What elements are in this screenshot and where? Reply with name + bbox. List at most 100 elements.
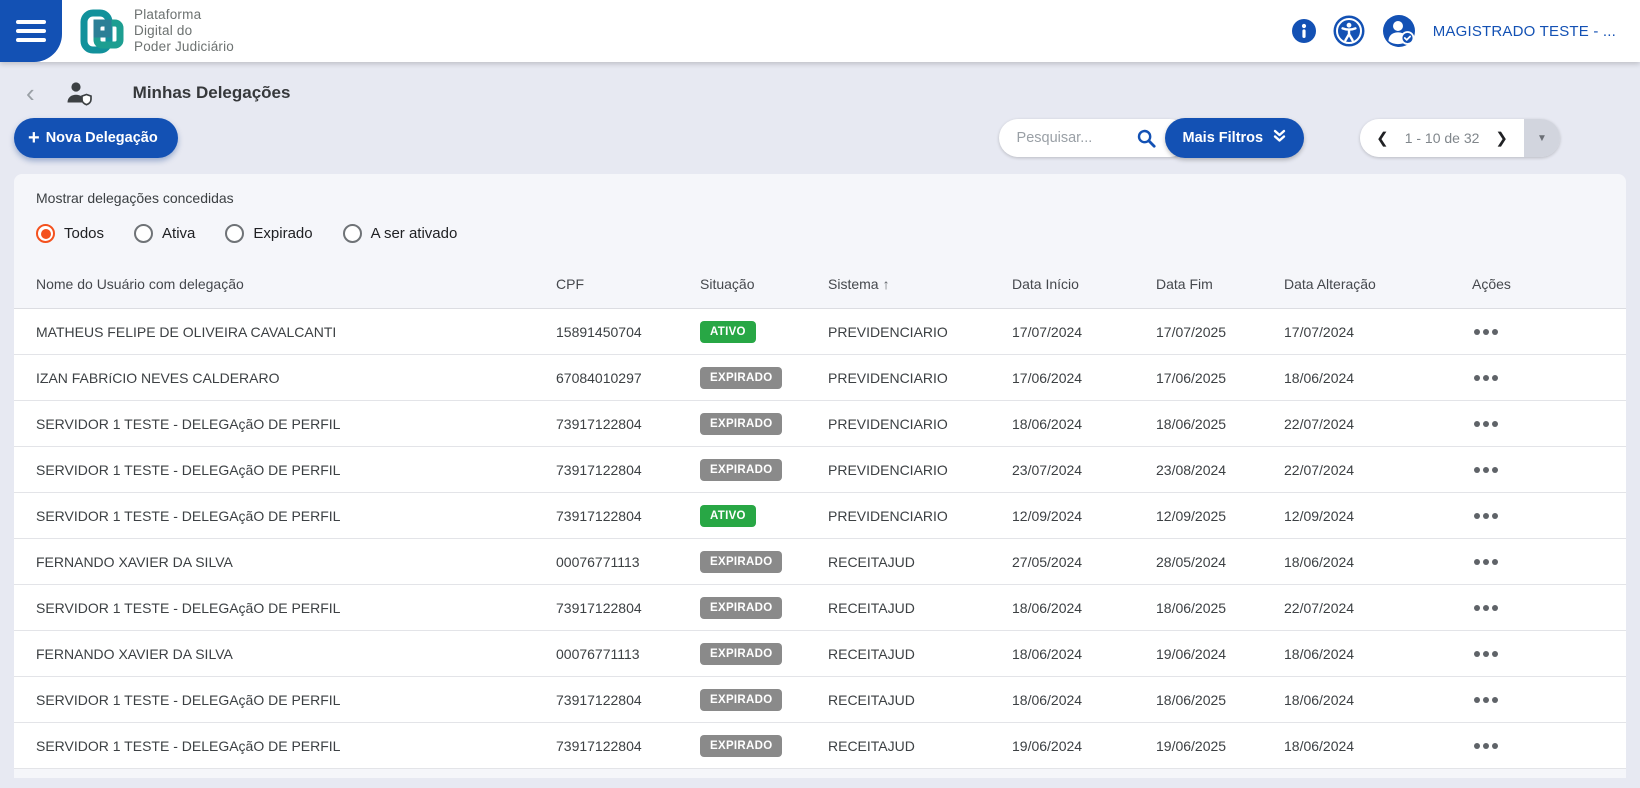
cell-cpf: 00076771113 [556,645,640,662]
cell-user-name: SERVIDOR 1 TESTE - DELEGAçãO DE PERFIL [36,415,341,432]
radio-option-label: A ser ativado [370,225,458,242]
row-actions-menu-icon[interactable] [1472,599,1500,617]
column-header-changed-date[interactable]: Data Alteração [1284,275,1376,292]
row-actions-menu-icon[interactable] [1472,553,1500,571]
row-actions-menu-icon[interactable] [1472,323,1500,341]
column-header-cpf[interactable]: CPF [556,275,584,292]
status-badge: ATIVO [700,320,756,343]
column-header-actions: Ações [1472,275,1511,292]
radio-circle-icon [36,224,55,243]
cell-status: EXPIRADO [700,596,828,619]
cell-actions [1472,553,1604,571]
column-header-start-date[interactable]: Data Início [1012,275,1079,292]
status-filter-radio[interactable]: Expirado [225,224,313,243]
hamburger-menu-button[interactable] [0,0,62,62]
accessibility-icon[interactable] [1333,15,1365,47]
next-page-icon[interactable]: ❯ [1495,130,1508,147]
column-header-end-date[interactable]: Data Fim [1156,275,1213,292]
cell-cpf: 00076771113 [556,553,640,570]
user-name-label[interactable]: MAGISTRADO TESTE - ... [1432,22,1616,40]
row-actions-menu-icon[interactable] [1472,691,1500,709]
cell-changed-date: 18/06/2024 [1284,737,1355,754]
pagination-range-label: 1 - 10 de 32 [1404,130,1480,146]
cell-end-date: 12/09/2025 [1156,507,1227,524]
table-row: FERNANDO XAVIER DA SILVA 00076771113 EXP… [14,539,1626,585]
cell-cpf: 73917122804 [556,415,642,432]
cell-actions [1472,323,1604,341]
status-filter-radio[interactable]: Todos [36,224,104,243]
cell-user-name: SERVIDOR 1 TESTE - DELEGAçãO DE PERFIL [36,461,341,478]
status-badge: EXPIRADO [700,366,783,389]
breadcrumb: ‹ Minhas Delegações [0,62,1640,108]
cell-end-date: 19/06/2024 [1156,645,1227,662]
search-icon[interactable] [1136,128,1157,154]
status-badge: EXPIRADO [700,596,783,619]
new-delegation-button[interactable]: + Nova Delegação [14,118,178,158]
status-badge: EXPIRADO [700,734,783,757]
table-body: MATHEUS FELIPE DE OLIVEIRA CAVALCANTI 15… [14,309,1626,769]
status-badge: EXPIRADO [700,412,783,435]
cell-status: EXPIRADO [700,458,828,481]
cell-changed-date: 17/07/2024 [1284,323,1355,340]
previous-page-icon[interactable]: ❮ [1376,130,1389,147]
cell-actions [1472,415,1604,433]
table-row: MATHEUS FELIPE DE OLIVEIRA CAVALCANTI 15… [14,309,1626,355]
cell-start-date: 19/06/2024 [1012,737,1083,754]
column-header-system[interactable]: Sistema ↑ [828,275,890,292]
row-actions-menu-icon[interactable] [1472,737,1500,755]
row-actions-menu-icon[interactable] [1472,645,1500,663]
cell-system: PREVIDENCIARIO [828,507,948,524]
status-filter-radio[interactable]: Ativa [134,224,195,243]
plus-icon: + [28,127,40,149]
cell-user-name: IZAN FABRíCIO NEVES CALDERARO [36,369,280,386]
cell-actions [1472,737,1604,755]
more-filters-button[interactable]: Mais Filtros [1164,118,1305,158]
cell-system: RECEITAJUD [828,599,915,616]
top-bar: Plataforma Digital do Poder Judiciário [0,0,1640,62]
status-badge: ATIVO [700,504,756,527]
user-profile-icon[interactable] [1381,13,1417,49]
cell-actions [1472,691,1604,709]
back-chevron-icon[interactable]: ‹ [22,80,39,106]
info-icon[interactable] [1291,18,1317,44]
cell-start-date: 18/06/2024 [1012,415,1083,432]
row-actions-menu-icon[interactable] [1472,507,1500,525]
cell-changed-date: 18/06/2024 [1284,369,1355,386]
table-header-row: Nome do Usuário com delegação CPF Situaç… [14,259,1626,309]
cell-system: PREVIDENCIARIO [828,369,948,386]
cell-start-date: 23/07/2024 [1012,461,1083,478]
column-header-status[interactable]: Situação [700,275,755,292]
radio-option-label: Expirado [253,225,313,242]
cell-status: EXPIRADO [700,642,828,665]
column-header-name[interactable]: Nome do Usuário com delegação [36,275,244,292]
delegations-card: Mostrar delegações concedidas Todos Ativ… [14,174,1626,778]
page-title: Minhas Delegações [132,83,291,102]
status-badge: EXPIRADO [700,458,783,481]
cell-changed-date: 18/06/2024 [1284,691,1355,708]
cell-changed-date: 12/09/2024 [1284,507,1355,524]
delegation-user-shield-icon [65,80,93,106]
cell-status: EXPIRADO [700,366,828,389]
cell-system: PREVIDENCIARIO [828,415,948,432]
cell-end-date: 28/05/2024 [1156,553,1227,570]
double-chevron-down-icon [1271,128,1288,148]
row-actions-menu-icon[interactable] [1472,369,1500,387]
cell-status: EXPIRADO [700,550,828,573]
row-actions-menu-icon[interactable] [1472,415,1500,433]
sort-ascending-icon: ↑ [882,275,890,292]
cell-user-name: FERNANDO XAVIER DA SILVA [36,553,233,570]
cell-end-date: 18/06/2025 [1156,691,1227,708]
cell-actions [1472,369,1604,387]
cell-cpf: 67084010297 [556,369,642,386]
search-input[interactable] [998,119,1189,157]
cell-status: EXPIRADO [700,688,828,711]
row-actions-menu-icon[interactable] [1472,461,1500,479]
cell-changed-date: 22/07/2024 [1284,599,1355,616]
status-filter-radio[interactable]: A ser ativado [342,224,458,243]
cell-end-date: 18/06/2025 [1156,599,1227,616]
page-size-caret-icon[interactable]: ▼ [1524,119,1560,157]
table-row: SERVIDOR 1 TESTE - DELEGAçãO DE PERFIL 7… [14,401,1626,447]
radio-option-label: Ativa [162,225,196,242]
cell-changed-date: 18/06/2024 [1284,553,1355,570]
cell-user-name: FERNANDO XAVIER DA SILVA [36,645,233,662]
